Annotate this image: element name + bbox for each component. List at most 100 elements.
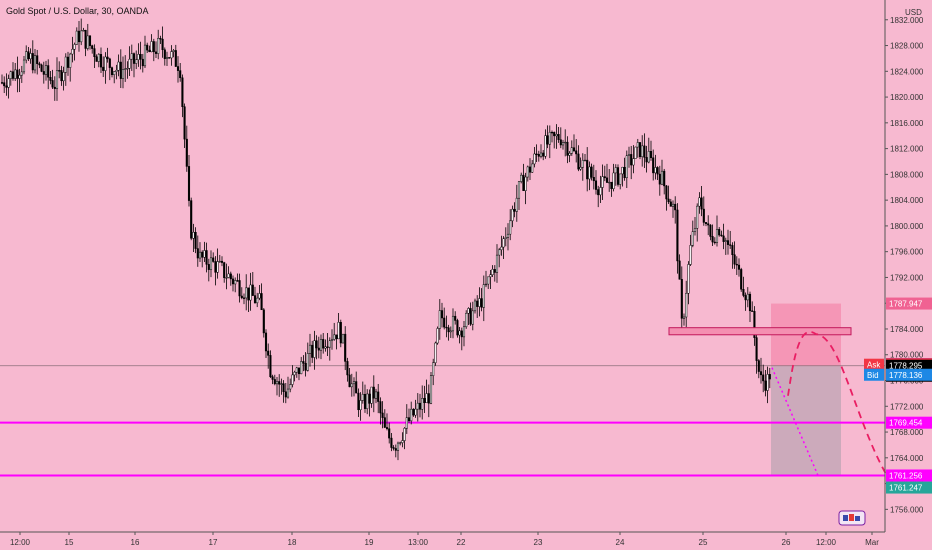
candle-body <box>718 229 721 236</box>
candle-body <box>359 400 362 411</box>
candle-body <box>656 167 659 175</box>
stop-level-tag-label: 1787.947 <box>889 300 923 309</box>
candle-body <box>82 29 85 32</box>
candle-body <box>29 53 32 60</box>
candle-body <box>696 205 699 229</box>
candle-body <box>77 30 81 43</box>
candle-body <box>553 132 556 137</box>
candle-body <box>306 353 309 371</box>
candle-body <box>638 142 642 158</box>
candle-body <box>425 393 428 403</box>
candle-body <box>449 330 452 333</box>
candle-body <box>25 51 28 61</box>
candle-body <box>11 71 15 79</box>
candle-body <box>383 417 386 428</box>
candle-body <box>491 269 494 276</box>
candle-body <box>544 135 547 157</box>
candle-body <box>234 280 237 285</box>
candle-body <box>330 339 334 341</box>
candle-body <box>192 231 195 239</box>
candle-body <box>55 70 59 89</box>
ask-level-prefix-bg <box>864 358 884 371</box>
candle-body <box>315 340 318 349</box>
candle-body <box>429 375 433 404</box>
time-tick-label: 17 <box>209 538 218 547</box>
candle-body <box>590 166 593 178</box>
candle-body <box>36 55 39 64</box>
price-tick-label: 1820.000 <box>890 93 924 102</box>
candle-body <box>619 173 622 185</box>
candle-body <box>253 295 257 304</box>
candle-body <box>273 379 276 385</box>
candle-body <box>251 284 254 296</box>
candle-body <box>663 170 666 187</box>
target-level-tag-bg <box>886 481 932 494</box>
candle-body <box>172 50 175 52</box>
candle-body <box>66 56 70 68</box>
candle-body <box>38 63 41 66</box>
candle-body <box>537 154 540 157</box>
candle-body <box>379 401 382 414</box>
candle-body <box>249 284 252 301</box>
candle-body <box>75 30 78 45</box>
candle-body <box>238 280 241 297</box>
candle-body <box>539 152 543 157</box>
resistance-box[interactable] <box>668 327 852 336</box>
candle-body <box>568 152 571 156</box>
candle-body <box>115 69 118 72</box>
candle-body <box>676 209 679 262</box>
candle-body <box>704 222 708 224</box>
price-tick-label: 1792.000 <box>890 273 924 282</box>
candle-body <box>447 327 450 333</box>
candle-body <box>509 220 512 235</box>
price-tick-label: 1796.000 <box>890 248 924 257</box>
candle-body <box>14 69 17 79</box>
candle-body <box>682 316 686 319</box>
candle-body <box>610 181 613 189</box>
candle-body <box>707 223 710 226</box>
candle-body <box>403 427 406 441</box>
candle-body <box>722 235 725 242</box>
candle-body <box>97 54 100 62</box>
time-tick-label: 25 <box>699 538 708 547</box>
candle-body <box>135 59 138 64</box>
candle-body <box>99 54 103 68</box>
candle-body <box>740 269 743 290</box>
candle-body <box>493 269 496 273</box>
candle-body <box>119 61 122 79</box>
candle-body <box>597 189 600 196</box>
candle-body <box>768 374 771 380</box>
candle-body <box>436 328 439 344</box>
candle-body <box>504 237 507 239</box>
candle-body <box>348 374 351 388</box>
candle-body <box>630 154 633 166</box>
candle-body <box>495 254 499 273</box>
last-price-tag-label: 1778.295 <box>889 362 923 371</box>
candle-body <box>207 264 210 270</box>
candle-body <box>685 293 688 318</box>
candle-body <box>548 131 551 145</box>
candle-body <box>368 393 371 404</box>
candle-body <box>414 408 417 416</box>
candle-body <box>720 234 723 237</box>
candle-body <box>304 363 307 371</box>
candle-body <box>40 64 43 72</box>
candle-body <box>256 297 259 304</box>
time-tick-label: 16 <box>131 538 140 547</box>
candle-body <box>264 332 268 352</box>
candle-body <box>709 224 712 237</box>
candle-body <box>141 58 144 67</box>
candle-body <box>267 350 270 356</box>
time-tick-label: 15 <box>65 538 74 547</box>
candle-body <box>60 70 63 82</box>
candle-body <box>7 78 10 88</box>
candle-body <box>724 240 727 242</box>
candle-body <box>649 151 653 159</box>
candle-body <box>623 166 626 179</box>
candle-body <box>678 260 681 280</box>
candle-body <box>636 142 639 148</box>
candle-body <box>421 398 424 410</box>
candle-body <box>165 57 169 59</box>
time-tick-label: 12:00 <box>816 538 837 547</box>
